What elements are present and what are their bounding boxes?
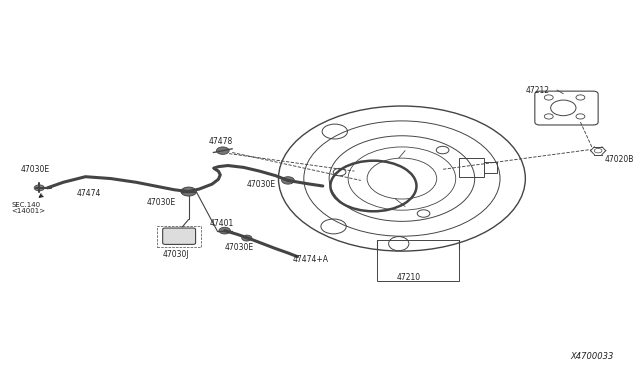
Text: 47030E: 47030E [225,243,254,252]
Circle shape [242,235,252,241]
Text: 47212: 47212 [525,86,549,94]
Text: <14001>: <14001> [12,208,45,214]
Bar [376,240,459,281]
Bar [157,226,201,247]
Circle shape [181,187,196,196]
Text: 47401: 47401 [209,219,234,228]
Text: 47478: 47478 [208,137,232,146]
Text: 47030J: 47030J [163,250,189,259]
Text: 47474+A: 47474+A [292,255,328,264]
Text: 47210: 47210 [396,273,420,282]
Circle shape [282,177,294,184]
Circle shape [216,147,229,154]
Text: 47474: 47474 [76,189,100,198]
Circle shape [219,227,230,234]
Circle shape [34,185,44,191]
Text: 47030E: 47030E [20,165,49,174]
Text: 47030E: 47030E [147,198,176,207]
Bar [484,162,497,173]
Text: SEC.140: SEC.140 [12,202,40,208]
Text: 47020B: 47020B [604,155,634,164]
Bar [459,158,484,177]
FancyBboxPatch shape [163,228,196,244]
Text: X4700033: X4700033 [571,352,614,361]
Text: 47030E: 47030E [247,180,276,189]
